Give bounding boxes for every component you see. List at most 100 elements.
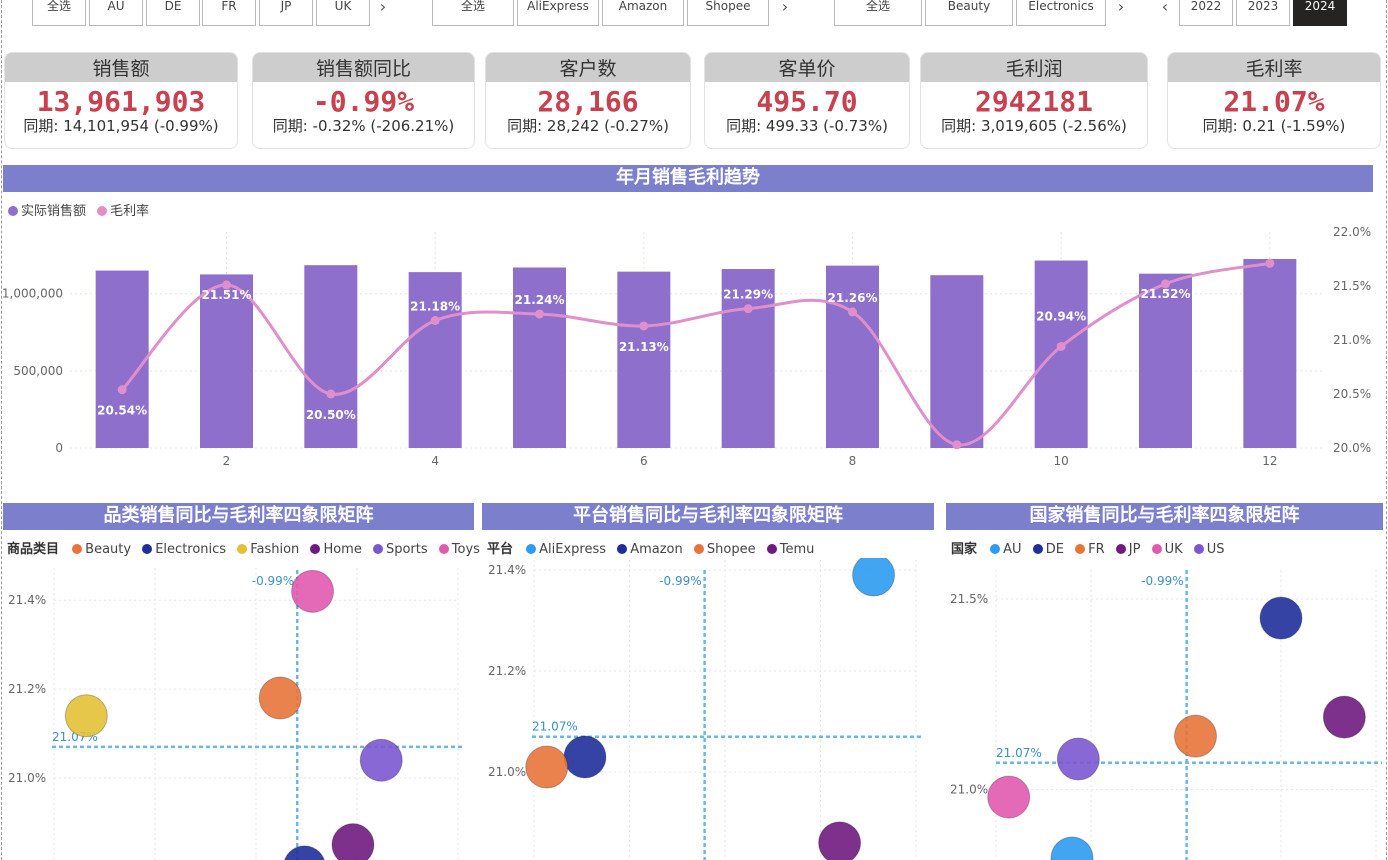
category-quadrant-chart[interactable]: 21.0%21.2%21.4%-0.99%21.07% bbox=[0, 558, 474, 860]
legend-item-beauty[interactable]: Beauty bbox=[65, 542, 131, 557]
kpi-value: 495.70 bbox=[756, 85, 858, 118]
legend-dot bbox=[1075, 544, 1086, 554]
bubble-beauty bbox=[258, 676, 302, 720]
margin-data-label: 20.03% bbox=[932, 459, 982, 468]
platform-slicer-amazon[interactable]: Amazon bbox=[602, 0, 684, 26]
bar-month-5 bbox=[513, 267, 566, 448]
legend-dot bbox=[97, 206, 108, 216]
y-right-tick-label: 21.0% bbox=[1333, 333, 1371, 347]
legend-item-jp[interactable]: JP bbox=[1109, 542, 1140, 557]
platform-slicer-all[interactable]: 全选 bbox=[432, 0, 514, 26]
trend-legend: 实际销售额 毛利率 bbox=[2, 200, 149, 219]
bubble-electronics bbox=[284, 845, 325, 860]
country-slicer-uk[interactable]: UK bbox=[316, 0, 370, 26]
y-right-tick-label: 21.5% bbox=[1333, 279, 1371, 293]
margin-data-label: 21.29% bbox=[723, 288, 773, 302]
legend-item-electronics[interactable]: Electronics bbox=[135, 542, 226, 557]
margin-point-month-7 bbox=[743, 304, 753, 314]
legend-item-fr[interactable]: FR bbox=[1068, 542, 1105, 557]
platform-slicer-next-icon[interactable]: › bbox=[781, 0, 789, 16]
country-slicer-de[interactable]: DE bbox=[146, 0, 200, 26]
country-slicer-all[interactable]: 全选 bbox=[32, 0, 86, 26]
margin-line bbox=[121, 261, 1271, 447]
bar-month-7 bbox=[721, 269, 775, 448]
legend-item-de[interactable]: DE bbox=[1026, 542, 1064, 557]
legend-item-sales[interactable]: 实际销售额 bbox=[2, 204, 86, 219]
country-slicer-jp[interactable]: JP bbox=[259, 0, 313, 26]
country-quadrant-chart[interactable]: 21.0% 21.5% -0.99% 21.07% bbox=[944, 558, 1388, 860]
kpi-comparison: 同期: 3,019,605 (-2.56%) bbox=[941, 117, 1127, 135]
x-tick-label: 4 bbox=[431, 454, 439, 468]
bubble-jp bbox=[1322, 695, 1366, 739]
x-tick-label: 2 bbox=[223, 454, 231, 468]
category-slicer-electronics[interactable]: Electronics bbox=[1016, 0, 1106, 26]
y-tick-label: 21.4% bbox=[8, 593, 46, 607]
bubble-home bbox=[331, 823, 375, 860]
platform-slicer-shopee[interactable]: Shopee bbox=[687, 0, 769, 26]
kpi-value: 28,166 bbox=[537, 85, 639, 118]
legend-item-margin[interactable]: 毛利率 bbox=[90, 204, 149, 219]
kpi-value: 21.07% bbox=[1223, 85, 1325, 118]
legend-title: 平台 bbox=[487, 542, 514, 557]
year-slicer-2024[interactable]: 2024 bbox=[1293, 0, 1347, 26]
margin-data-label: 21.13% bbox=[619, 340, 669, 354]
legend-title: 国家 bbox=[951, 542, 978, 557]
legend-item-uk[interactable]: UK bbox=[1145, 542, 1183, 557]
bar-month-2 bbox=[200, 274, 253, 448]
year-slicer-prev-icon[interactable]: ‹ bbox=[1161, 0, 1169, 16]
bubble-shopee bbox=[525, 745, 569, 789]
platform-slicer-aliexpress[interactable]: AliExpress bbox=[517, 0, 599, 26]
margin-data-label: 21.52% bbox=[1141, 287, 1191, 301]
category-quadrant-title: 品类销售同比与毛利率四象限矩阵 bbox=[3, 503, 474, 530]
margin-point-month-6 bbox=[639, 321, 649, 331]
year-slicer-2022[interactable]: 2022 bbox=[1179, 0, 1233, 26]
legend-dot bbox=[526, 544, 537, 554]
country-slicer-fr[interactable]: FR bbox=[202, 0, 256, 26]
bubble-temu bbox=[818, 821, 862, 860]
legend-dot bbox=[72, 544, 83, 554]
country-slicer-next-icon[interactable]: › bbox=[379, 0, 387, 16]
reference-label-yoy: -0.99% bbox=[252, 574, 294, 588]
legend-item-fashion[interactable]: Fashion bbox=[230, 542, 299, 557]
bubble-aliexpress bbox=[852, 558, 896, 597]
legend-item-temu[interactable]: Temu bbox=[760, 542, 814, 557]
category-slicer-beauty[interactable]: Beauty bbox=[925, 0, 1013, 26]
margin-point-month-9 bbox=[952, 440, 962, 450]
legend-item-au[interactable]: AU bbox=[983, 542, 1022, 557]
margin-point-month-2 bbox=[222, 280, 231, 290]
country-quadrant-legend: 国家 AU DE FR JP UK US bbox=[951, 538, 1225, 557]
country-slicer-au[interactable]: AU bbox=[89, 0, 143, 26]
kpi-comparison: 同期: 0.21 (-1.59%) bbox=[1202, 117, 1346, 135]
legend-dot bbox=[1151, 544, 1162, 554]
category-quadrant-legend: 商品类目 Beauty Electronics Fashion Home Spo… bbox=[7, 538, 480, 557]
legend-item-sports[interactable]: Sports bbox=[366, 542, 428, 557]
y-tick-label: 21.2% bbox=[488, 664, 526, 678]
legend-item-home[interactable]: Home bbox=[303, 542, 362, 557]
legend-item-aliexpress[interactable]: AliExpress bbox=[519, 542, 606, 557]
legend-item-amazon[interactable]: Amazon bbox=[610, 542, 683, 557]
legend-dot bbox=[990, 544, 1001, 554]
margin-point-month-3 bbox=[326, 389, 336, 399]
reference-label-margin: 21.07% bbox=[532, 720, 578, 734]
year-slicer-2023[interactable]: 2023 bbox=[1236, 0, 1290, 26]
bubble-us bbox=[1056, 737, 1100, 781]
kpi-comparison: 同期: 28,242 (-0.27%) bbox=[507, 117, 669, 135]
legend-dot bbox=[310, 544, 321, 554]
legend-dot bbox=[438, 544, 449, 554]
legend-item-us[interactable]: US bbox=[1187, 542, 1225, 557]
kpi-title: 毛利率 bbox=[1168, 53, 1380, 82]
legend-item-shopee[interactable]: Shopee bbox=[687, 542, 756, 557]
y-tick-label: 21.2% bbox=[8, 682, 46, 696]
legend-item-toys[interactable]: Toys bbox=[432, 542, 480, 557]
y-tick-label: 21.4% bbox=[488, 563, 526, 577]
category-slicer-next-icon[interactable]: › bbox=[1117, 0, 1125, 16]
legend-dot bbox=[237, 544, 248, 554]
bubble-fr bbox=[1174, 714, 1217, 758]
platform-quadrant-chart[interactable]: 21.0% 21.2% 21.4% -0.99% 21.07% bbox=[480, 558, 936, 860]
margin-point-month-4 bbox=[430, 316, 440, 326]
category-slicer-all[interactable]: 全选 bbox=[834, 0, 922, 26]
kpi-comparison: 同期: 499.33 (-0.73%) bbox=[726, 117, 888, 135]
kpi-title: 销售额 bbox=[5, 53, 237, 82]
trend-chart[interactable]: 0 500,000 1,000,000 20.0% 20.5% 21.0% 21.5% 22.… bbox=[0, 218, 1388, 468]
bar-month-8 bbox=[826, 265, 879, 448]
